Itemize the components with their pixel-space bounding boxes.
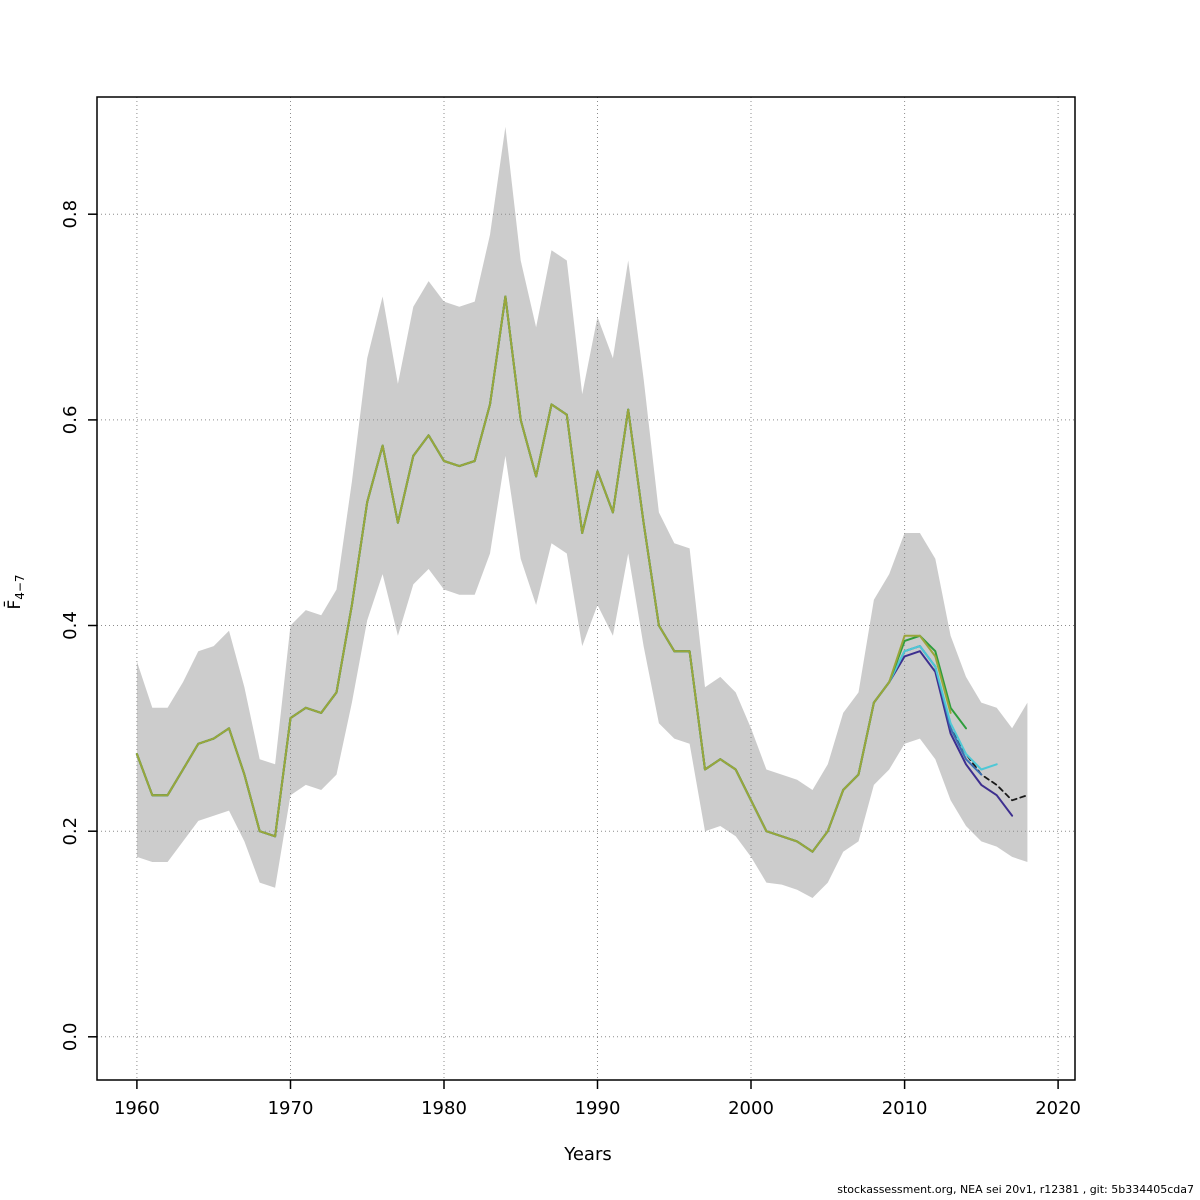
x-tick-label: 1990 xyxy=(575,1098,621,1119)
series-peel-2013 xyxy=(135,295,952,853)
y-tick-label: 0.4 xyxy=(60,611,81,640)
y-axis-label-main: F̄ xyxy=(4,599,25,610)
y-axis-label: F̄4−7 xyxy=(5,574,27,609)
y-axis-label-sub: 4−7 xyxy=(13,574,28,600)
y-tick-label: 0.6 xyxy=(60,406,81,435)
x-axis-label: Years xyxy=(564,1144,612,1165)
y-tick-label: 0.0 xyxy=(60,1022,81,1051)
x-tick-label: 1960 xyxy=(114,1098,160,1119)
x-tick-label: 1970 xyxy=(268,1098,314,1119)
x-tick-label: 2020 xyxy=(1035,1098,1081,1119)
x-tick-label: 1980 xyxy=(421,1098,467,1119)
confidence-band xyxy=(136,126,1028,899)
y-tick-label: 0.2 xyxy=(60,817,81,846)
plot-box xyxy=(96,96,1076,1081)
x-tick-label: 2010 xyxy=(882,1098,928,1119)
source-caption: stockassessment.org, NEA sei 20v1, r1238… xyxy=(837,1183,1194,1196)
x-tick-label: 2000 xyxy=(728,1098,774,1119)
y-tick-label: 0.8 xyxy=(60,200,81,229)
